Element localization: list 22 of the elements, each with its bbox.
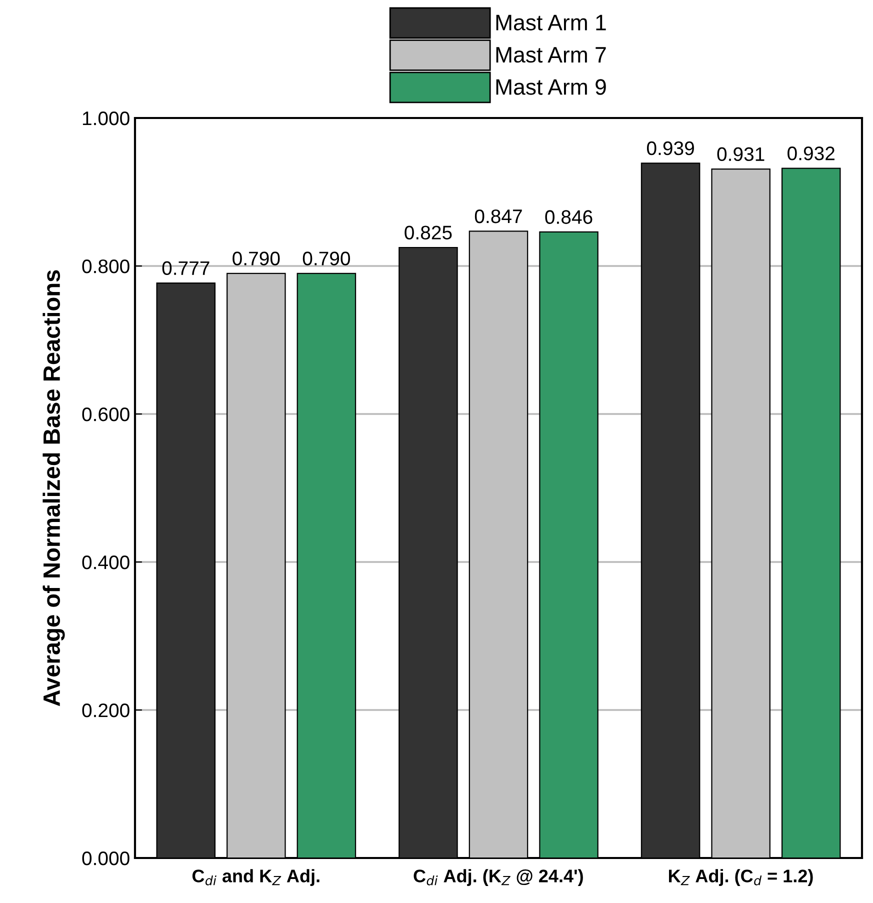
legend-label: Mast Arm 7 bbox=[496, 47, 606, 63]
y-tick-label: 0.800 bbox=[82, 259, 130, 274]
x-tick-label: K$_{Z}$ Adj. (C$_{d}$ = 1.2) bbox=[669, 869, 813, 886]
data-label: 0.790 bbox=[232, 252, 280, 266]
data-label: 0.790 bbox=[302, 252, 350, 266]
x-tick-label: C$_{di}$ Adj. (K$_{Z}$ @ 24.4') bbox=[414, 869, 583, 886]
data-label: 0.939 bbox=[646, 141, 694, 156]
y-tick-label: 0.000 bbox=[82, 851, 130, 866]
data-label: 0.777 bbox=[162, 261, 210, 276]
data-label: 0.825 bbox=[404, 226, 452, 240]
y-tick-label: 0.400 bbox=[82, 555, 130, 570]
y-axis-title: Average of Normalized Base Reactions bbox=[42, 270, 65, 706]
legend-label: Mast Arm 9 bbox=[496, 79, 606, 95]
legend-label: Mast Arm 1 bbox=[496, 14, 606, 30]
y-tick-label: 1.000 bbox=[82, 111, 130, 126]
y-tick-label: 0.200 bbox=[82, 703, 130, 718]
x-tick-label: C$_{di}$ and K$_{Z}$ Adj. bbox=[192, 869, 320, 886]
data-label: 0.932 bbox=[788, 146, 834, 160]
y-tick-label: 0.600 bbox=[82, 407, 130, 422]
data-label: 0.847 bbox=[474, 209, 522, 224]
data-label: 0.846 bbox=[545, 210, 592, 224]
data-label: 0.931 bbox=[717, 147, 764, 162]
